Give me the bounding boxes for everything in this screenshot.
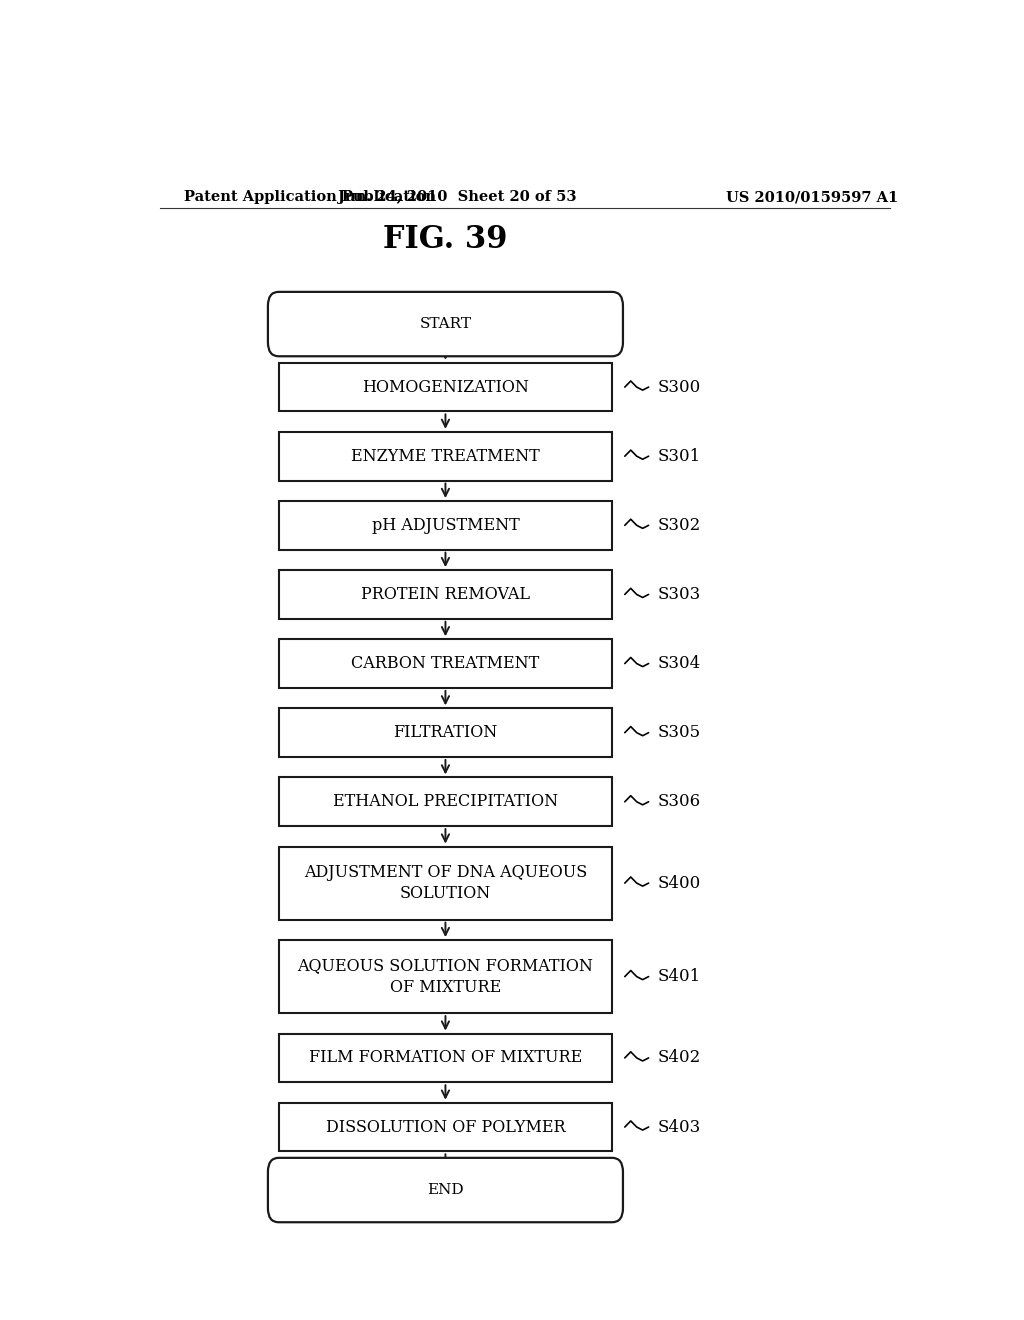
Bar xyxy=(279,363,612,412)
Text: S304: S304 xyxy=(658,655,701,672)
Bar xyxy=(279,1034,612,1082)
Bar xyxy=(279,570,612,619)
Text: S300: S300 xyxy=(658,379,701,396)
Text: Patent Application Publication: Patent Application Publication xyxy=(183,190,435,205)
Text: pH ADJUSTMENT: pH ADJUSTMENT xyxy=(372,517,519,533)
Bar xyxy=(279,639,612,688)
Text: S401: S401 xyxy=(658,968,701,985)
Text: S400: S400 xyxy=(658,875,701,891)
Text: S302: S302 xyxy=(658,517,701,533)
Text: S301: S301 xyxy=(658,447,701,465)
Text: S306: S306 xyxy=(658,793,701,810)
Bar xyxy=(279,500,612,549)
Text: AQUEOUS SOLUTION FORMATION
OF MIXTURE: AQUEOUS SOLUTION FORMATION OF MIXTURE xyxy=(298,957,593,995)
Text: HOMOGENIZATION: HOMOGENIZATION xyxy=(362,379,528,396)
Text: DISSOLUTION OF POLYMER: DISSOLUTION OF POLYMER xyxy=(326,1118,565,1135)
Bar xyxy=(279,777,612,826)
Text: ETHANOL PRECIPITATION: ETHANOL PRECIPITATION xyxy=(333,793,558,810)
Text: FIG. 39: FIG. 39 xyxy=(383,224,508,255)
Bar xyxy=(279,940,612,1014)
Bar xyxy=(279,846,612,920)
Bar xyxy=(279,709,612,758)
FancyBboxPatch shape xyxy=(268,292,623,356)
Text: US 2010/0159597 A1: US 2010/0159597 A1 xyxy=(726,190,898,205)
Bar xyxy=(279,1102,612,1151)
Text: S403: S403 xyxy=(658,1118,701,1135)
Text: S402: S402 xyxy=(658,1049,701,1067)
Text: ADJUSTMENT OF DNA AQUEOUS
SOLUTION: ADJUSTMENT OF DNA AQUEOUS SOLUTION xyxy=(304,865,587,902)
Text: PROTEIN REMOVAL: PROTEIN REMOVAL xyxy=(360,586,530,603)
Bar xyxy=(279,432,612,480)
FancyBboxPatch shape xyxy=(268,1158,623,1222)
Text: S303: S303 xyxy=(658,586,701,603)
Text: CARBON TREATMENT: CARBON TREATMENT xyxy=(351,655,540,672)
Text: START: START xyxy=(420,317,471,331)
Text: END: END xyxy=(427,1183,464,1197)
Text: ENZYME TREATMENT: ENZYME TREATMENT xyxy=(351,447,540,465)
Text: FILM FORMATION OF MIXTURE: FILM FORMATION OF MIXTURE xyxy=(309,1049,582,1067)
Text: Jun. 24, 2010  Sheet 20 of 53: Jun. 24, 2010 Sheet 20 of 53 xyxy=(338,190,577,205)
Text: FILTRATION: FILTRATION xyxy=(393,725,498,741)
Text: S305: S305 xyxy=(658,725,701,741)
